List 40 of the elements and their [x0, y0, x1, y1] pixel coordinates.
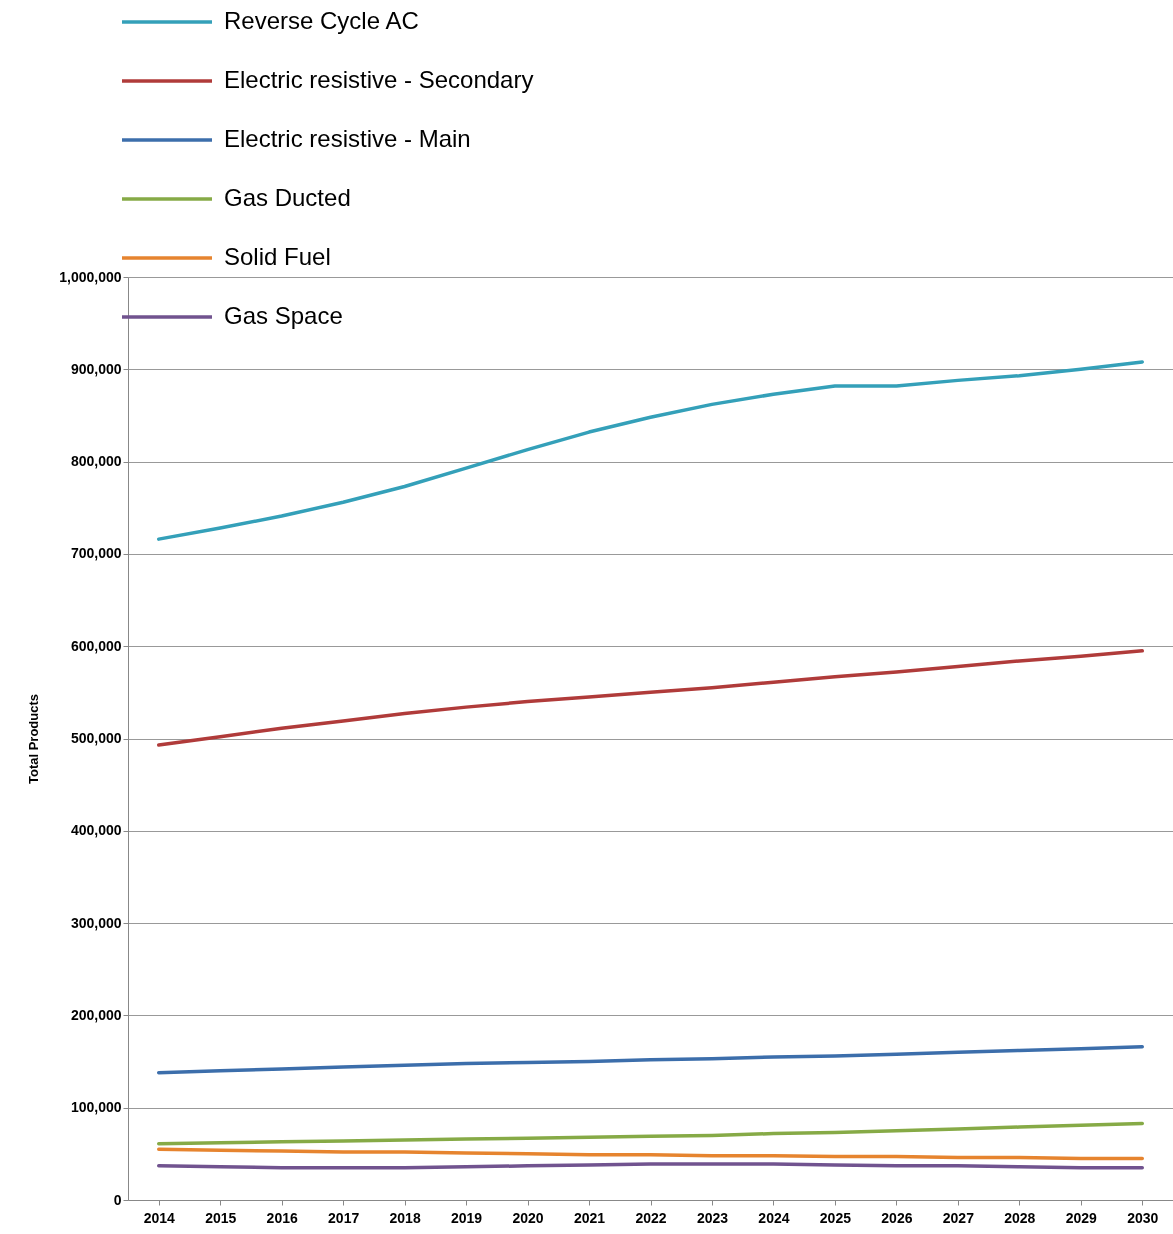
legend-label: Electric resistive - Main: [224, 125, 471, 152]
x-tick-label: 2014: [143, 1209, 176, 1226]
y-tick-label: 100,000: [70, 1099, 122, 1116]
x-tick-label: 2021: [573, 1209, 606, 1226]
x-tick-label: 2026: [881, 1209, 913, 1226]
y-tick-label: 500,000: [70, 730, 122, 746]
y-tick-label: 400,000: [70, 822, 122, 839]
x-tick-label: 2028: [1004, 1209, 1036, 1226]
y-tick-label: 1,000,000: [59, 268, 122, 285]
y-tick-label: 800,000: [70, 453, 122, 470]
x-tick-label: 2018: [389, 1209, 421, 1226]
x-tick-label: 2030: [1127, 1209, 1159, 1226]
x-tick-label: 2015: [205, 1209, 237, 1226]
x-tick-label: 2016: [266, 1209, 298, 1226]
legend-label: Electric resistive - Secondary: [224, 66, 534, 93]
line-series: [156, 1045, 1145, 1075]
y-axis-title: Total Products: [26, 693, 42, 785]
x-tick-label: 2022: [635, 1209, 667, 1226]
y-tick-label: 200,000: [70, 1006, 122, 1023]
y-tick-label: 600,000: [70, 637, 122, 654]
line-series: [156, 649, 1145, 747]
x-tick-label: 2019: [451, 1209, 483, 1226]
y-tick-label: 300,000: [70, 914, 122, 931]
x-tick-label: 2029: [1065, 1209, 1098, 1226]
line-series: [156, 1147, 1145, 1161]
legend-label: Solid Fuel: [224, 243, 331, 270]
y-tick-label: 900,000: [70, 360, 122, 377]
legend-label: Gas Ducted: [224, 184, 351, 211]
x-tick-label: 2025: [819, 1209, 852, 1226]
line-series: [156, 360, 1145, 541]
x-tick-label: 2020: [512, 1209, 544, 1226]
y-tick-label: 700,000: [70, 545, 122, 562]
legend-label: Gas Space: [224, 302, 343, 329]
legend-label: Reverse Cycle AC: [224, 7, 419, 34]
y-tick-label: 0: [113, 1191, 122, 1208]
x-tick-label: 2024: [758, 1209, 790, 1226]
x-tick-label: 2027: [942, 1209, 975, 1226]
line-series: [156, 1121, 1145, 1146]
x-tick-label: 2017: [328, 1209, 360, 1226]
x-tick-label: 2023: [696, 1209, 729, 1226]
